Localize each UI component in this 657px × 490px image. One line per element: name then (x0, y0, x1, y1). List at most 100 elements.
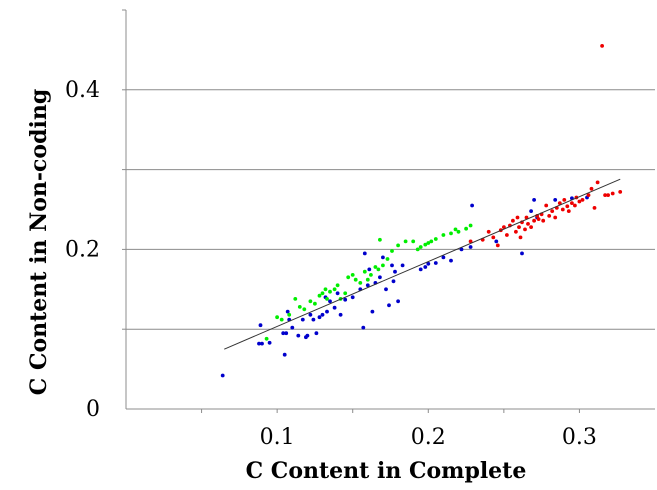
data-point-series-1 (400, 263, 405, 268)
data-point-series-2 (418, 245, 423, 249)
data-point-series-3 (486, 229, 491, 234)
y-tick-label: 0.2 (65, 237, 100, 262)
data-point-series-2 (353, 277, 358, 282)
data-point-series-2 (396, 243, 400, 248)
data-point-series-1 (317, 315, 322, 320)
data-point-series-1 (520, 251, 524, 256)
data-point-series-3 (515, 215, 520, 220)
data-point-series-2 (343, 291, 348, 296)
data-point-series-1 (290, 325, 295, 330)
data-point-series-1 (387, 303, 391, 308)
data-point-series-1 (362, 251, 367, 256)
data-point-series-3 (536, 217, 541, 222)
data-point-series-3 (550, 209, 555, 214)
data-point-series-3 (592, 206, 597, 210)
data-point-series-3 (518, 235, 523, 240)
data-point-series-3 (580, 198, 585, 202)
data-point-series-2 (385, 257, 390, 261)
data-points (220, 44, 623, 378)
data-point-series-3 (511, 218, 515, 223)
data-point-series-1 (267, 340, 272, 345)
data-point-series-1 (361, 325, 366, 330)
data-point-series-1 (314, 331, 319, 336)
data-point-series-2 (275, 315, 279, 320)
x-tick-label: 0.3 (562, 425, 597, 450)
data-point-series-3 (573, 203, 577, 208)
data-point-series-1 (325, 309, 329, 314)
data-point-series-1 (418, 267, 423, 272)
data-point-series-3 (600, 44, 604, 48)
data-point-series-3 (517, 225, 521, 230)
data-point-series-1 (426, 261, 431, 266)
data-point-series-2 (302, 307, 307, 312)
data-point-series-1 (258, 323, 263, 328)
data-point-series-3 (541, 218, 546, 223)
data-point-series-2 (308, 299, 313, 304)
data-point-series-1 (281, 331, 286, 336)
data-point-series-3 (544, 203, 549, 208)
data-point-series-2 (328, 289, 332, 294)
data-point-series-3 (589, 186, 594, 191)
data-point-series-2 (317, 293, 322, 298)
data-point-series-3 (603, 193, 607, 198)
data-point-series-3 (618, 190, 623, 194)
data-point-series-2 (390, 249, 394, 253)
data-point-series-2 (381, 263, 385, 268)
data-point-series-2 (287, 312, 292, 317)
data-point-series-1 (468, 245, 473, 249)
data-point-series-2 (335, 283, 340, 288)
data-point-series-3 (565, 204, 570, 209)
data-point-series-1 (378, 275, 382, 280)
data-point-series-2 (411, 239, 416, 244)
x-tick-label: 0.2 (411, 425, 446, 450)
data-point-series-1 (393, 269, 397, 274)
data-point-series-1 (381, 255, 385, 260)
data-point-series-1 (370, 309, 375, 314)
data-point-series-1 (300, 317, 305, 322)
data-point-series-2 (403, 239, 408, 244)
data-point-series-1 (332, 305, 337, 310)
data-point-series-2 (456, 229, 461, 234)
data-point-series-2 (415, 247, 420, 252)
data-point-series-2 (325, 297, 329, 301)
data-point-series-3 (526, 222, 530, 226)
data-point-series-3 (595, 180, 600, 185)
data-point-series-2 (264, 336, 269, 341)
data-point-series-1 (284, 331, 289, 336)
data-point-series-2 (358, 281, 363, 285)
data-point-series-2 (323, 287, 328, 292)
data-point-series-2 (468, 223, 473, 228)
data-point-series-1 (320, 312, 325, 317)
data-point-series-1 (553, 198, 558, 202)
data-point-series-1 (529, 209, 533, 214)
data-point-series-1 (365, 283, 370, 288)
data-point-series-2 (350, 273, 355, 277)
data-point-series-3 (502, 225, 506, 230)
data-point-series-1 (350, 295, 355, 300)
data-point-series-2 (279, 317, 284, 322)
data-point-series-1 (311, 317, 316, 322)
data-point-series-1 (449, 258, 453, 263)
data-point-series-1 (296, 333, 301, 338)
data-point-series-2 (433, 237, 438, 241)
data-point-series-2 (346, 275, 351, 280)
data-point-series-3 (524, 215, 529, 220)
data-point-series-3 (610, 191, 615, 196)
tick-labels: 0.1 0.2 0.3 0 0.2 0.4 (65, 78, 597, 450)
data-point-series-2 (453, 227, 458, 232)
data-point-series-1 (343, 297, 348, 302)
data-point-series-3 (529, 225, 533, 230)
data-point-series-2 (449, 231, 453, 236)
data-point-series-2 (423, 242, 428, 247)
data-point-series-2 (362, 269, 367, 274)
data-point-series-3 (491, 235, 496, 240)
data-point-series-2 (297, 305, 302, 309)
data-point-series-2 (426, 241, 431, 245)
data-point-series-3 (553, 215, 558, 220)
data-point-series-3 (514, 229, 518, 234)
data-point-series-3 (557, 201, 562, 206)
data-point-series-1 (328, 299, 332, 304)
y-tick-label: 0 (86, 397, 100, 422)
data-point-series-3 (562, 198, 567, 202)
